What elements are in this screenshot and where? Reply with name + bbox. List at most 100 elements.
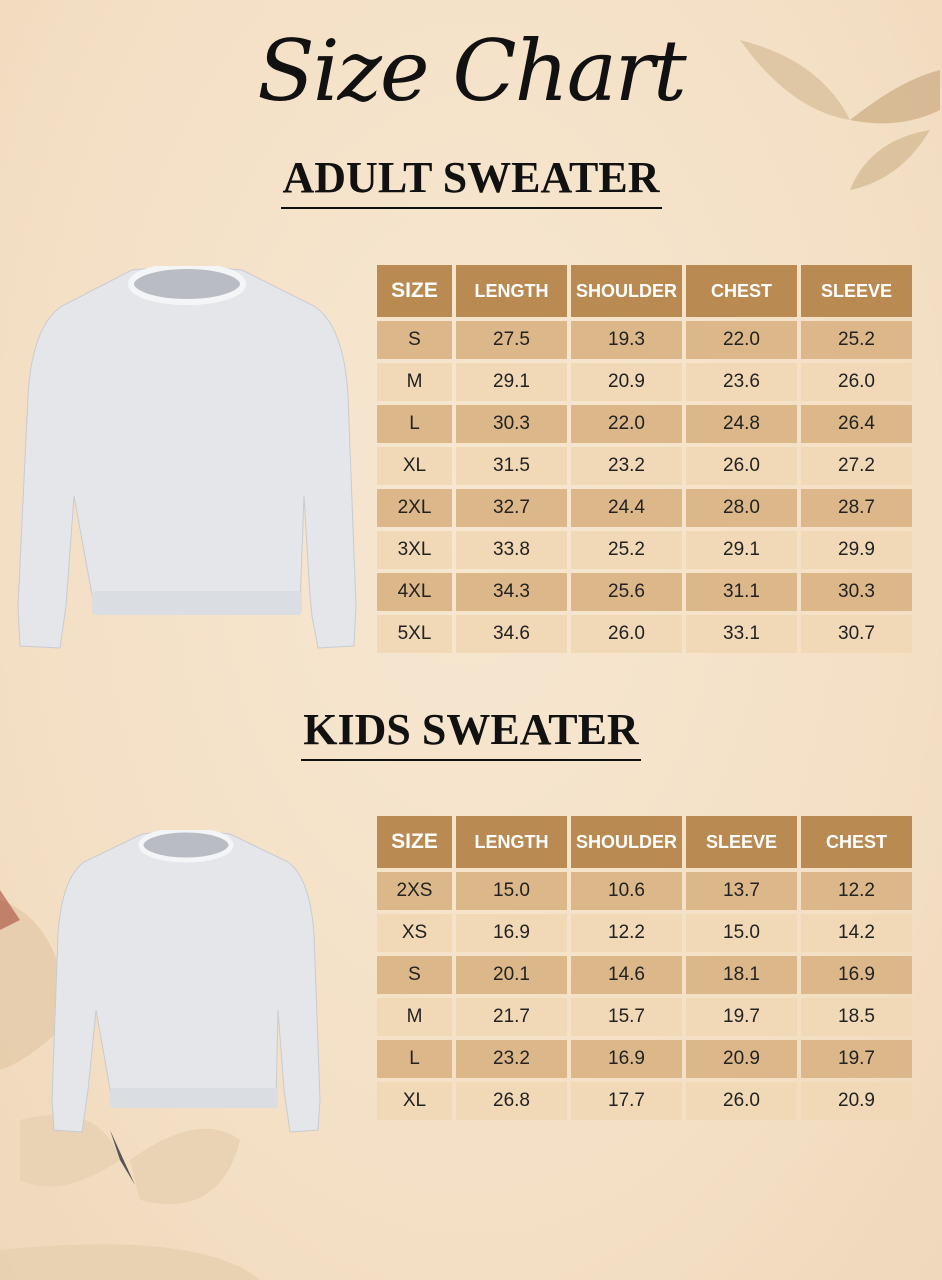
measurement-cell: 26.0 — [801, 363, 912, 401]
measurement-cell: 16.9 — [801, 956, 912, 994]
column-header-shoulder: SHOULDER — [571, 265, 682, 317]
table-row: 2XL 32.7 24.4 28.0 28.7 — [377, 489, 912, 527]
size-cell: 5XL — [377, 615, 452, 653]
measurement-cell: 29.1 — [686, 531, 797, 569]
measurement-cell: 26.0 — [686, 1082, 797, 1120]
measurement-cell: 18.5 — [801, 998, 912, 1036]
size-cell: L — [377, 1040, 452, 1078]
adult-sweater-image — [17, 266, 357, 649]
measurement-cell: 23.6 — [686, 363, 797, 401]
size-cell: L — [377, 405, 452, 443]
measurement-cell: 33.8 — [456, 531, 567, 569]
column-header-chest: CHEST — [686, 265, 797, 317]
kids-heading-text: KIDS SWEATER — [301, 704, 641, 761]
measurement-cell: 14.6 — [571, 956, 682, 994]
measurement-cell: 25.2 — [801, 321, 912, 359]
size-cell: XL — [377, 1082, 452, 1120]
measurement-cell: 20.9 — [571, 363, 682, 401]
adult-heading-text: ADULT SWEATER — [280, 152, 662, 209]
measurement-cell: 31.1 — [686, 573, 797, 611]
measurement-cell: 30.7 — [801, 615, 912, 653]
size-cell: 4XL — [377, 573, 452, 611]
column-header-chest: CHEST — [801, 816, 912, 868]
measurement-cell: 17.7 — [571, 1082, 682, 1120]
measurement-cell: 15.0 — [456, 872, 567, 910]
measurement-cell: 19.7 — [686, 998, 797, 1036]
column-header-sleeve: SLEEVE — [686, 816, 797, 868]
decorative-butterfly-icon — [0, 890, 260, 1280]
table-row: 4XL 34.3 25.6 31.1 30.3 — [377, 573, 912, 611]
measurement-cell: 16.9 — [456, 914, 567, 952]
table-row: XS 16.9 12.2 15.0 14.2 — [377, 914, 912, 952]
table-row: 5XL 34.6 26.0 33.1 30.7 — [377, 615, 912, 653]
measurement-cell: 25.2 — [571, 531, 682, 569]
kids-sweater-image — [51, 830, 321, 1133]
measurement-cell: 32.7 — [456, 489, 567, 527]
measurement-cell: 34.6 — [456, 615, 567, 653]
measurement-cell: 25.6 — [571, 573, 682, 611]
kids-size-table: SIZE LENGTH SHOULDER SLEEVE CHEST 2XS 15.0 10.… — [373, 812, 916, 1124]
size-cell: 2XS — [377, 872, 452, 910]
measurement-cell: 24.8 — [686, 405, 797, 443]
table-row: M 29.1 20.9 23.6 26.0 — [377, 363, 912, 401]
table-row: XL 31.5 23.2 26.0 27.2 — [377, 447, 912, 485]
measurement-cell: 27.2 — [801, 447, 912, 485]
column-header-size: SIZE — [377, 816, 452, 868]
table-row: L 30.3 22.0 24.8 26.4 — [377, 405, 912, 443]
column-header-length: LENGTH — [456, 816, 567, 868]
size-cell: 2XL — [377, 489, 452, 527]
measurement-cell: 30.3 — [456, 405, 567, 443]
size-cell: M — [377, 998, 452, 1036]
measurement-cell: 26.0 — [571, 615, 682, 653]
size-cell: S — [377, 956, 452, 994]
table-row: 3XL 33.8 25.2 29.1 29.9 — [377, 531, 912, 569]
measurement-cell: 24.4 — [571, 489, 682, 527]
table-row: XL 26.8 17.7 26.0 20.9 — [377, 1082, 912, 1120]
page-title: Size Chart — [257, 22, 686, 120]
measurement-cell: 15.0 — [686, 914, 797, 952]
measurement-cell: 33.1 — [686, 615, 797, 653]
measurement-cell: 22.0 — [686, 321, 797, 359]
table-row: S 27.5 19.3 22.0 25.2 — [377, 321, 912, 359]
measurement-cell: 18.1 — [686, 956, 797, 994]
measurement-cell: 29.1 — [456, 363, 567, 401]
size-cell: M — [377, 363, 452, 401]
measurement-cell: 19.7 — [801, 1040, 912, 1078]
measurement-cell: 19.3 — [571, 321, 682, 359]
measurement-cell: 13.7 — [686, 872, 797, 910]
decorative-leaves-icon — [740, 40, 940, 190]
measurement-cell: 34.3 — [456, 573, 567, 611]
measurement-cell: 30.3 — [801, 573, 912, 611]
measurement-cell: 28.0 — [686, 489, 797, 527]
measurement-cell: 23.2 — [456, 1040, 567, 1078]
measurement-cell: 20.9 — [801, 1082, 912, 1120]
measurement-cell: 10.6 — [571, 872, 682, 910]
measurement-cell: 12.2 — [801, 872, 912, 910]
measurement-cell: 28.7 — [801, 489, 912, 527]
size-cell: S — [377, 321, 452, 359]
adult-size-table: SIZE LENGTH SHOULDER CHEST SLEEVE S 27.5 19.3 2… — [373, 261, 916, 657]
kids-heading: KIDS SWEATER — [0, 704, 942, 761]
measurement-cell: 31.5 — [456, 447, 567, 485]
column-header-length: LENGTH — [456, 265, 567, 317]
measurement-cell: 21.7 — [456, 998, 567, 1036]
measurement-cell: 29.9 — [801, 531, 912, 569]
column-header-shoulder: SHOULDER — [571, 816, 682, 868]
measurement-cell: 27.5 — [456, 321, 567, 359]
table-row: S 20.1 14.6 18.1 16.9 — [377, 956, 912, 994]
table-row: 2XS 15.0 10.6 13.7 12.2 — [377, 872, 912, 910]
column-header-size: SIZE — [377, 265, 452, 317]
measurement-cell: 16.9 — [571, 1040, 682, 1078]
column-header-sleeve: SLEEVE — [801, 265, 912, 317]
size-cell: XL — [377, 447, 452, 485]
table-row: L 23.2 16.9 20.9 19.7 — [377, 1040, 912, 1078]
adult-heading: ADULT SWEATER — [0, 152, 942, 209]
measurement-cell: 22.0 — [571, 405, 682, 443]
measurement-cell: 26.4 — [801, 405, 912, 443]
table-row: M 21.7 15.7 19.7 18.5 — [377, 998, 912, 1036]
size-cell: XS — [377, 914, 452, 952]
measurement-cell: 12.2 — [571, 914, 682, 952]
size-cell: 3XL — [377, 531, 452, 569]
measurement-cell: 14.2 — [801, 914, 912, 952]
